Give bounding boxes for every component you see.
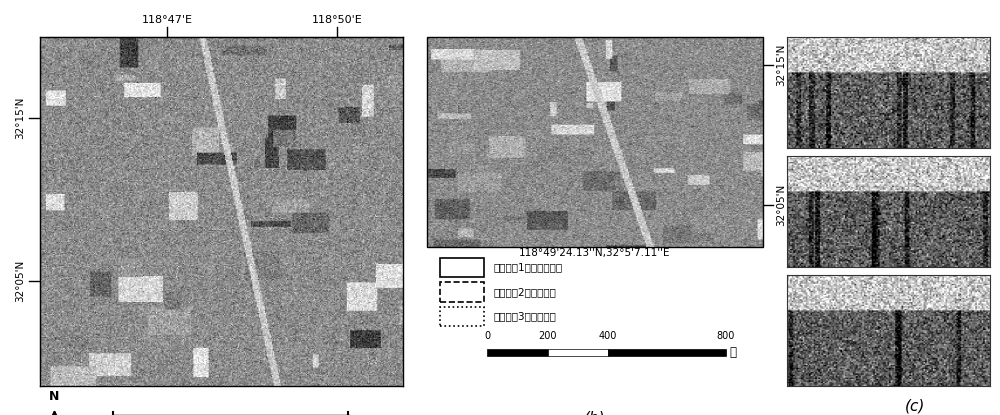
Bar (608, 349, 726, 356)
Text: 实验场块2（阔叶林）: 实验场块2（阔叶林） (494, 287, 557, 297)
Text: N: N (49, 391, 60, 403)
Text: 0: 0 (484, 331, 490, 341)
Text: 实验场块1（纯针叶林）: 实验场块1（纯针叶林） (494, 262, 563, 272)
Bar (427, 37, 763, 247)
Text: 32°05'N: 32°05'N (776, 183, 786, 226)
Text: 32°15'N: 32°15'N (15, 96, 25, 139)
Text: 200: 200 (538, 331, 557, 341)
Bar (548, 349, 608, 356)
Text: 米: 米 (729, 347, 736, 359)
Text: 118°49'24.13''N,32°5'7.11''E: 118°49'24.13''N,32°5'7.11''E (519, 248, 670, 258)
Bar (487, 349, 548, 356)
Text: 32°05'N: 32°05'N (15, 260, 25, 303)
Text: (b): (b) (584, 410, 605, 415)
Bar (440, 307, 484, 326)
Text: (c): (c) (905, 398, 925, 413)
Text: 400: 400 (599, 331, 617, 341)
Text: 800: 800 (716, 331, 735, 341)
Text: 118°47'E: 118°47'E (141, 15, 192, 25)
Text: 118°50'E: 118°50'E (312, 15, 363, 25)
Bar (440, 283, 484, 302)
Text: 32°15'N: 32°15'N (776, 44, 786, 86)
Text: 实验场块3（混交林）: 实验场块3（混交林） (494, 311, 557, 321)
Bar (440, 258, 484, 277)
